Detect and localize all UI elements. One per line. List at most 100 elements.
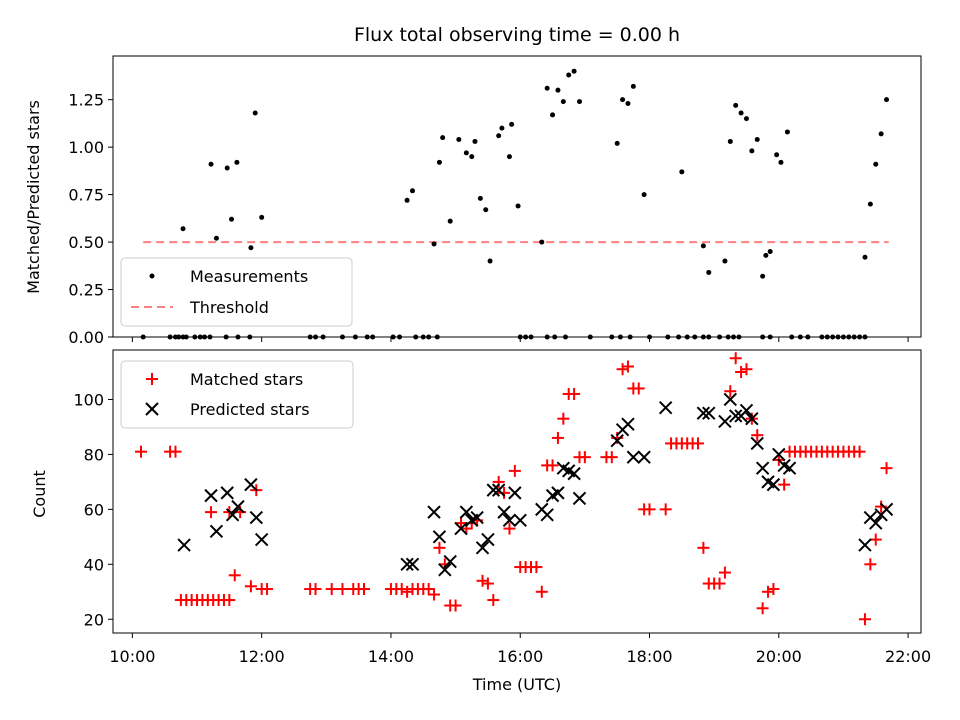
predicted-star-point: [502, 513, 517, 528]
matched-star-point: [697, 541, 710, 554]
ratio-y-tick-label: 0.25: [68, 281, 104, 300]
matched-star-point: [551, 431, 564, 444]
count-axes-frame: [112, 349, 922, 634]
measurement-point: [576, 99, 582, 105]
matched-star-point: [858, 613, 871, 626]
measurement-point: [754, 137, 760, 143]
count-x-tick-label: 12:00: [239, 647, 285, 666]
predicted-star-point: [220, 486, 234, 500]
measurement-point: [867, 201, 873, 207]
predicted-star-point: [745, 411, 759, 426]
measurement-point: [431, 241, 437, 247]
count-y-tick-label: 100: [73, 390, 104, 409]
measurement-point: [208, 161, 214, 167]
matched-star-point: [433, 541, 446, 554]
measurement-point: [778, 159, 784, 165]
measurement-point: [555, 87, 561, 93]
ratio-panel: Flux total observing time = 0.00 h 0.000…: [24, 24, 922, 347]
predicted-star-point: [879, 502, 894, 517]
predicted-star-point: [209, 524, 224, 539]
count-y-tick-label: 60: [84, 500, 104, 519]
measurement-point: [463, 150, 469, 156]
matched-star-point: [428, 588, 441, 601]
measurement-point: [743, 116, 749, 122]
matched-star-point: [643, 503, 656, 516]
predicted-star-point: [766, 477, 781, 492]
predicted-star-point: [572, 491, 587, 506]
predicted-star-point: [470, 510, 484, 525]
count-x-tick-label: 16:00: [497, 647, 543, 666]
measurement-point: [733, 102, 739, 108]
measurement-point: [447, 218, 453, 224]
predicted-star-point: [475, 541, 490, 555]
predicted-star-point: [772, 447, 786, 462]
measurement-point: [404, 197, 410, 203]
predicted-star-point: [739, 403, 754, 418]
matched-star-point: [621, 360, 634, 373]
legend-measurements-label: Measurements: [190, 267, 308, 286]
measurement-point: [722, 258, 728, 264]
measurement-point: [539, 239, 545, 245]
predicted-star-point: [718, 414, 732, 429]
predicted-star-point: [249, 510, 263, 525]
matched-star-point: [336, 583, 349, 596]
matched-star-point: [713, 577, 726, 590]
ratio-y-tick-label: 0.50: [68, 233, 104, 252]
measurement-point: [487, 258, 493, 264]
measurement-point: [550, 112, 556, 118]
measurement-point: [738, 110, 744, 116]
matched-star-point: [535, 585, 548, 598]
legend-measurements-marker: [149, 273, 155, 279]
ratio-axes-frame: [112, 55, 922, 338]
ratio-legend: Measurements Threshold: [120, 257, 353, 327]
predicted-star-point: [204, 488, 218, 503]
matched-star-point: [228, 569, 241, 582]
predicted-star-point: [225, 508, 240, 522]
predicted-star-point: [540, 508, 554, 522]
measurement-point: [774, 152, 780, 158]
count-x-tick-label: 14:00: [368, 647, 414, 666]
count-marks: [135, 352, 894, 626]
measurement-point: [409, 188, 415, 194]
count-x-tick-label: 18:00: [626, 647, 672, 666]
predicted-star-point: [486, 483, 501, 497]
measurement-point: [727, 138, 733, 144]
matched-star-point: [735, 365, 748, 378]
measurement-point: [625, 100, 631, 106]
matched-star-point: [244, 580, 257, 593]
measurement-point: [180, 226, 186, 232]
measurement-point: [544, 85, 550, 91]
predicted-star-point: [443, 554, 457, 569]
measurement-point: [620, 97, 626, 103]
measurement-point: [259, 214, 265, 220]
matched-star-point: [422, 583, 435, 596]
predicted-star-point: [454, 521, 468, 536]
measurement-point: [560, 99, 566, 105]
predicted-star-point: [231, 499, 245, 514]
predicted-star-point: [621, 417, 635, 431]
measurement-point: [477, 195, 483, 201]
measurement-point: [224, 165, 230, 171]
matched-star-point: [724, 385, 737, 398]
predicted-star-point: [508, 486, 522, 500]
predicted-star-point: [459, 505, 474, 519]
legend-predicted-label: Predicted stars: [190, 400, 310, 419]
matched-star-point: [740, 363, 753, 376]
matched-star-point: [309, 583, 322, 596]
count-y-tick-label: 80: [84, 445, 104, 464]
measurement-point: [469, 154, 475, 160]
ratio-y-tick-label: 0.00: [68, 328, 104, 347]
measurement-point: [483, 207, 489, 213]
predicted-star-point: [567, 466, 581, 481]
predicted-star-point: [400, 557, 414, 572]
predicted-star-point: [637, 450, 651, 464]
measurement-point: [873, 161, 879, 167]
predicted-star-point: [513, 513, 527, 528]
matched-star-point: [557, 412, 570, 425]
predicted-star-point: [702, 406, 716, 420]
matched-star-point: [205, 506, 218, 519]
matched-star-point: [578, 451, 591, 464]
measurement-point: [700, 243, 706, 249]
matched-star-point: [568, 387, 581, 400]
